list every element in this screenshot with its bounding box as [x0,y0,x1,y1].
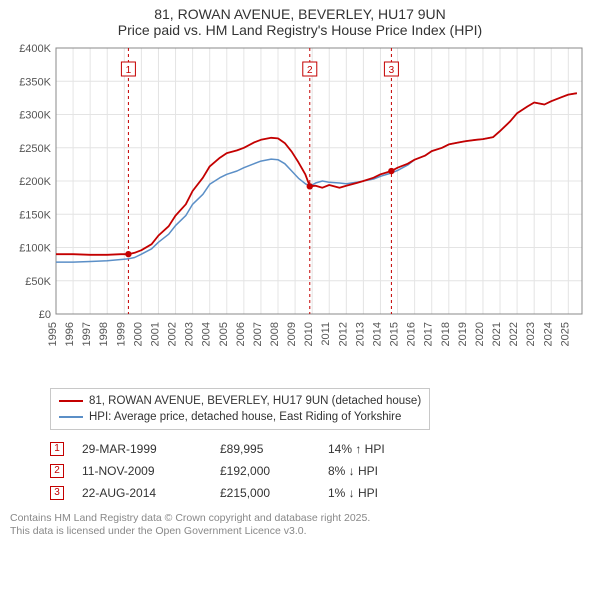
svg-text:£0: £0 [39,309,51,321]
svg-text:£300K: £300K [19,110,51,122]
svg-text:£150K: £150K [19,209,51,221]
svg-text:2022: 2022 [508,322,520,346]
svg-text:£250K: £250K [19,143,51,155]
chart-plot-area: £0 £50K £100K £150K £200K £250K £300K £350K £400… [10,42,590,382]
sale-date: 11-NOV-2009 [82,460,202,482]
svg-text:2003: 2003 [184,322,196,346]
svg-text:2007: 2007 [252,322,264,346]
line-chart-svg: £0 £50K £100K £150K £200K £250K £300K £350K £400… [10,42,590,382]
chart-container: 81, ROWAN AVENUE, BEVERLEY, HU17 9UN Pri… [0,0,600,546]
svg-text:2009: 2009 [286,322,298,346]
legend-swatch [59,400,83,402]
sale-price: £89,995 [220,438,310,460]
svg-text:2000: 2000 [132,322,144,346]
legend-label: HPI: Average price, detached house, East… [89,409,401,425]
svg-text:2016: 2016 [406,322,418,346]
sale-marker-box: 2 [50,464,64,478]
svg-text:2006: 2006 [235,322,247,346]
legend-row: 81, ROWAN AVENUE, BEVERLEY, HU17 9UN (de… [59,393,421,409]
svg-text:1998: 1998 [98,322,110,346]
svg-text:£200K: £200K [19,176,51,188]
svg-text:2015: 2015 [389,322,401,346]
title-line-2: Price paid vs. HM Land Registry's House … [10,22,590,38]
sale-date: 29-MAR-1999 [82,438,202,460]
svg-text:2018: 2018 [440,322,452,346]
svg-text:2019: 2019 [457,322,469,346]
svg-text:2021: 2021 [491,322,503,346]
sale-vs-hpi: 1% ↓ HPI [328,482,438,504]
sales-table: 1 29-MAR-1999 £89,995 14% ↑ HPI 2 11-NOV-2009… [50,438,590,504]
data-attribution-footer: Contains HM Land Registry data © Crown c… [10,512,590,538]
chart-title: 81, ROWAN AVENUE, BEVERLEY, HU17 9UN Pri… [10,6,590,38]
sale-row: 2 11-NOV-2009 £192,000 8% ↓ HPI [50,460,590,482]
footer-line-2: This data is licensed under the Open Gov… [10,525,590,538]
sale-marker-box: 3 [50,486,64,500]
chart-legend: 81, ROWAN AVENUE, BEVERLEY, HU17 9UN (de… [50,388,430,430]
svg-text:1: 1 [126,65,132,76]
svg-text:1996: 1996 [64,322,76,346]
legend-row: HPI: Average price, detached house, East… [59,409,421,425]
svg-text:1999: 1999 [115,322,127,346]
footer-line-1: Contains HM Land Registry data © Crown c… [10,512,590,525]
svg-text:2023: 2023 [525,322,537,346]
svg-text:2014: 2014 [371,322,383,346]
svg-text:2001: 2001 [149,322,161,346]
svg-text:2008: 2008 [269,322,281,346]
svg-text:£400K: £400K [19,43,51,55]
title-line-1: 81, ROWAN AVENUE, BEVERLEY, HU17 9UN [10,6,590,22]
sale-price: £192,000 [220,460,310,482]
sale-marker-box: 1 [50,442,64,456]
svg-text:£350K: £350K [19,76,51,88]
sale-row: 3 22-AUG-2014 £215,000 1% ↓ HPI [50,482,590,504]
svg-text:2002: 2002 [167,322,179,346]
legend-swatch [59,416,83,418]
svg-text:1995: 1995 [47,322,59,346]
svg-text:2025: 2025 [559,322,571,346]
svg-text:1997: 1997 [81,322,93,346]
svg-text:2005: 2005 [218,322,230,346]
svg-text:2024: 2024 [542,322,554,346]
svg-text:2020: 2020 [474,322,486,346]
svg-text:2010: 2010 [303,322,315,346]
sale-price: £215,000 [220,482,310,504]
svg-text:3: 3 [389,65,395,76]
svg-text:£50K: £50K [25,276,51,288]
svg-text:2012: 2012 [337,322,349,346]
sale-vs-hpi: 8% ↓ HPI [328,460,438,482]
sale-row: 1 29-MAR-1999 £89,995 14% ↑ HPI [50,438,590,460]
svg-text:2: 2 [307,65,313,76]
svg-text:£100K: £100K [19,243,51,255]
sale-date: 22-AUG-2014 [82,482,202,504]
sale-vs-hpi: 14% ↑ HPI [328,438,438,460]
svg-text:2004: 2004 [201,322,213,346]
svg-text:2013: 2013 [354,322,366,346]
svg-text:2011: 2011 [320,322,332,346]
svg-text:2017: 2017 [423,322,435,346]
legend-label: 81, ROWAN AVENUE, BEVERLEY, HU17 9UN (de… [89,393,421,409]
